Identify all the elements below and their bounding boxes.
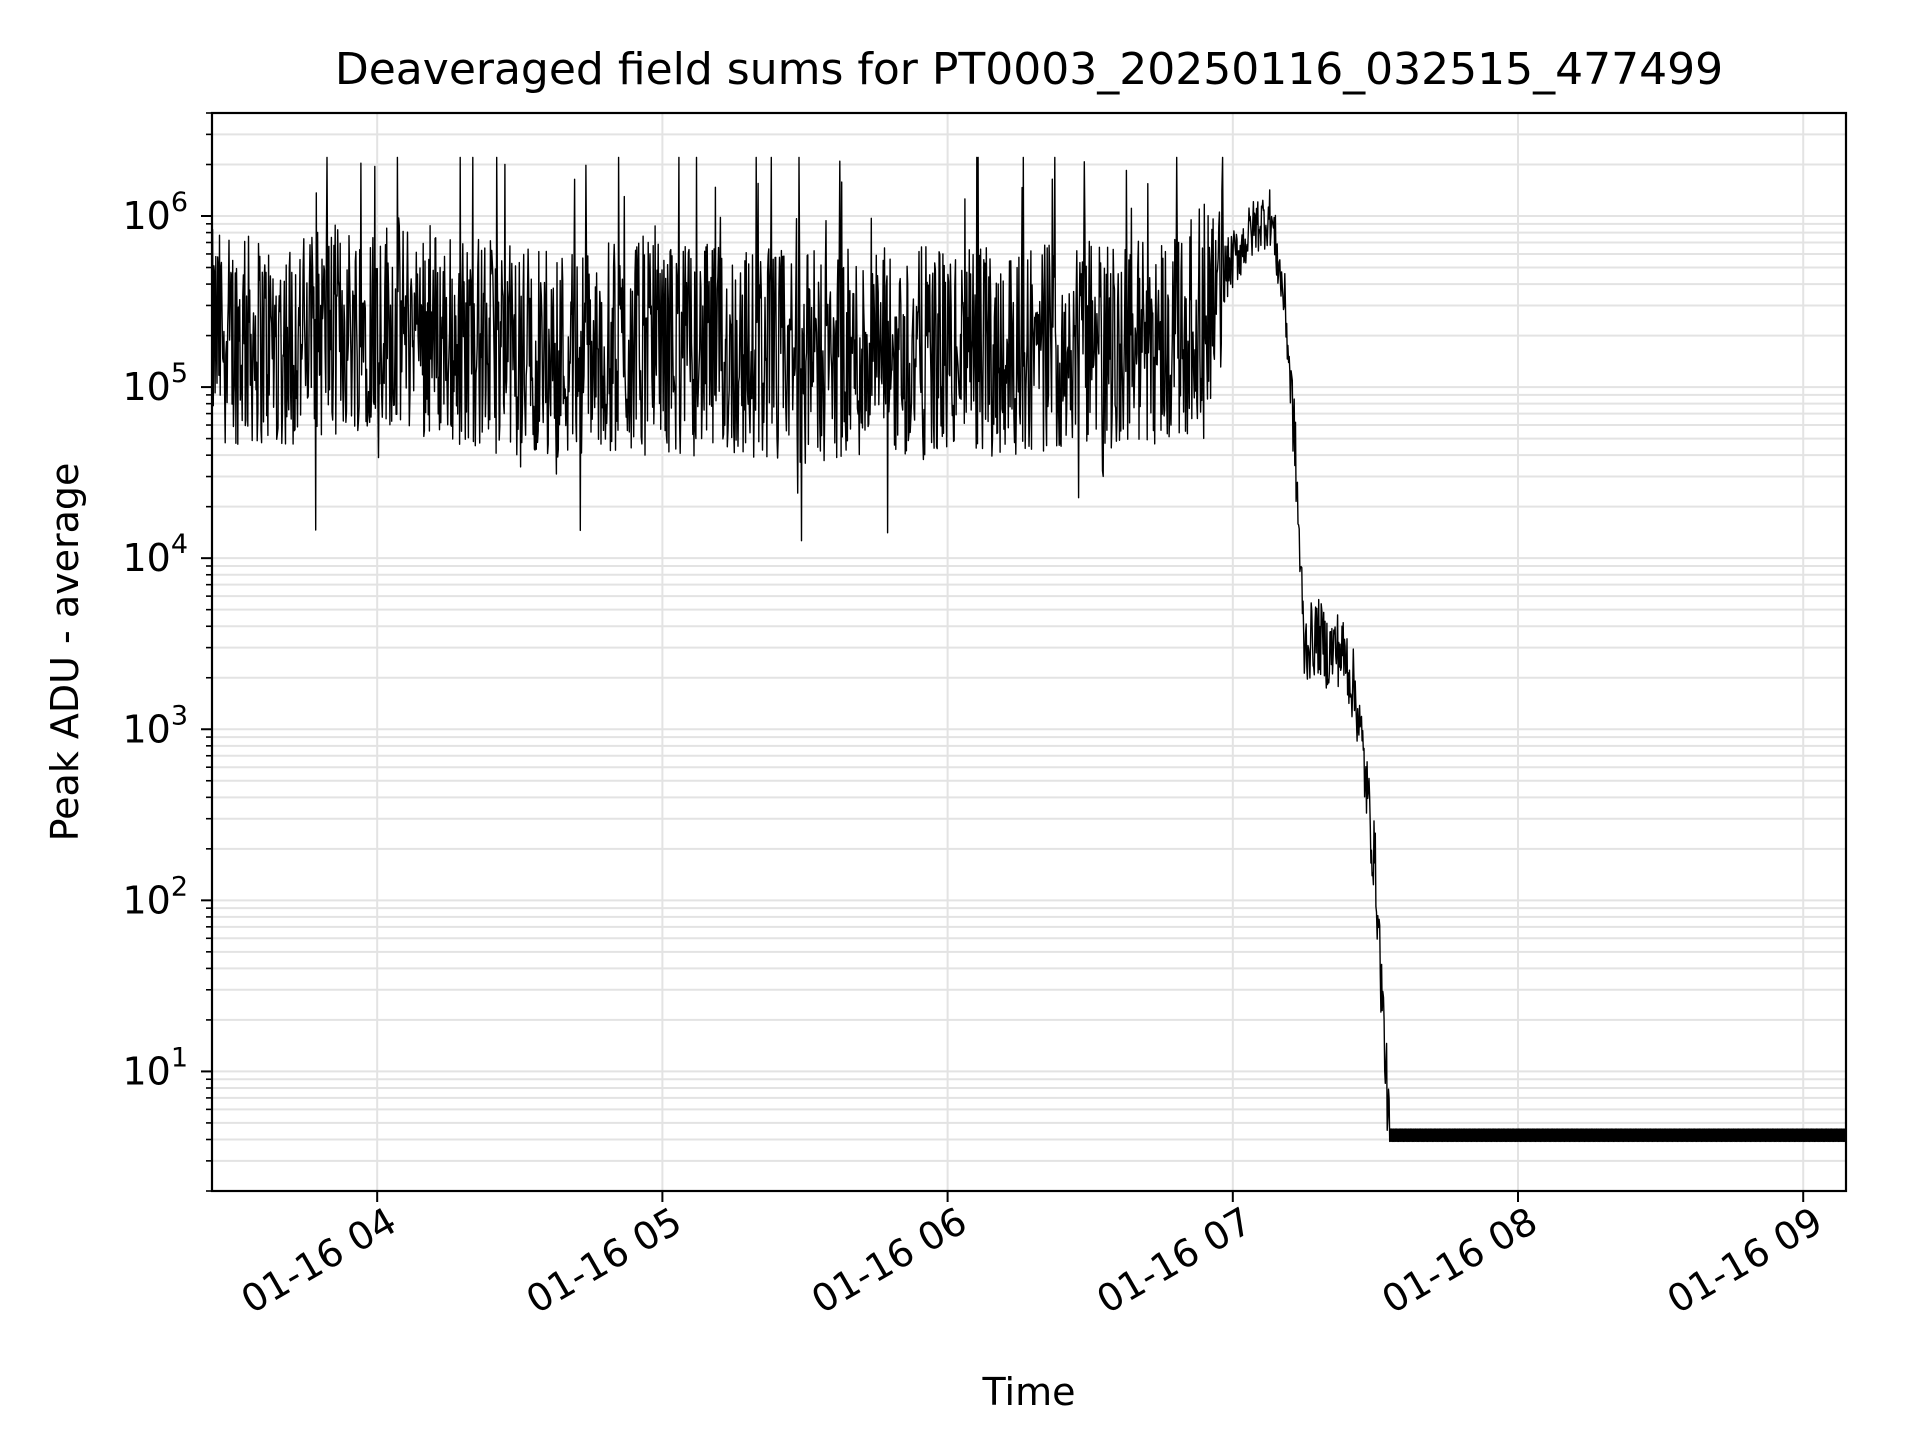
- series-line-0: [211, 156, 1847, 1143]
- y-tick-label: 101: [122, 1042, 188, 1093]
- y-tick-exponent: 2: [171, 871, 188, 902]
- y-tick-base: 10: [122, 365, 170, 409]
- y-tick-label: 103: [122, 700, 188, 751]
- y-tick-exponent: 4: [171, 529, 188, 560]
- y-tick-label: 105: [122, 358, 188, 409]
- y-axis-label: Peak ADU - average: [43, 463, 87, 842]
- y-tick-base: 10: [122, 194, 170, 238]
- y-tick-label: 102: [122, 871, 188, 922]
- y-tick-base: 10: [122, 707, 170, 751]
- plot-frame: [210, 111, 1848, 1193]
- y-tick-base: 10: [122, 536, 170, 580]
- y-tick-exponent: 5: [171, 358, 188, 389]
- y-tick-base: 10: [122, 878, 170, 922]
- y-tick-exponent: 1: [171, 1042, 188, 1073]
- y-tick-label: 106: [122, 187, 188, 238]
- y-tick-exponent: 6: [171, 187, 188, 218]
- y-tick-label: 104: [122, 529, 188, 580]
- y-tick-base: 10: [122, 1049, 170, 1093]
- x-axis-label: Time: [982, 1370, 1076, 1414]
- y-tick-exponent: 3: [171, 700, 188, 731]
- chart-title: Deaveraged field sums for PT0003_2025011…: [335, 44, 1723, 95]
